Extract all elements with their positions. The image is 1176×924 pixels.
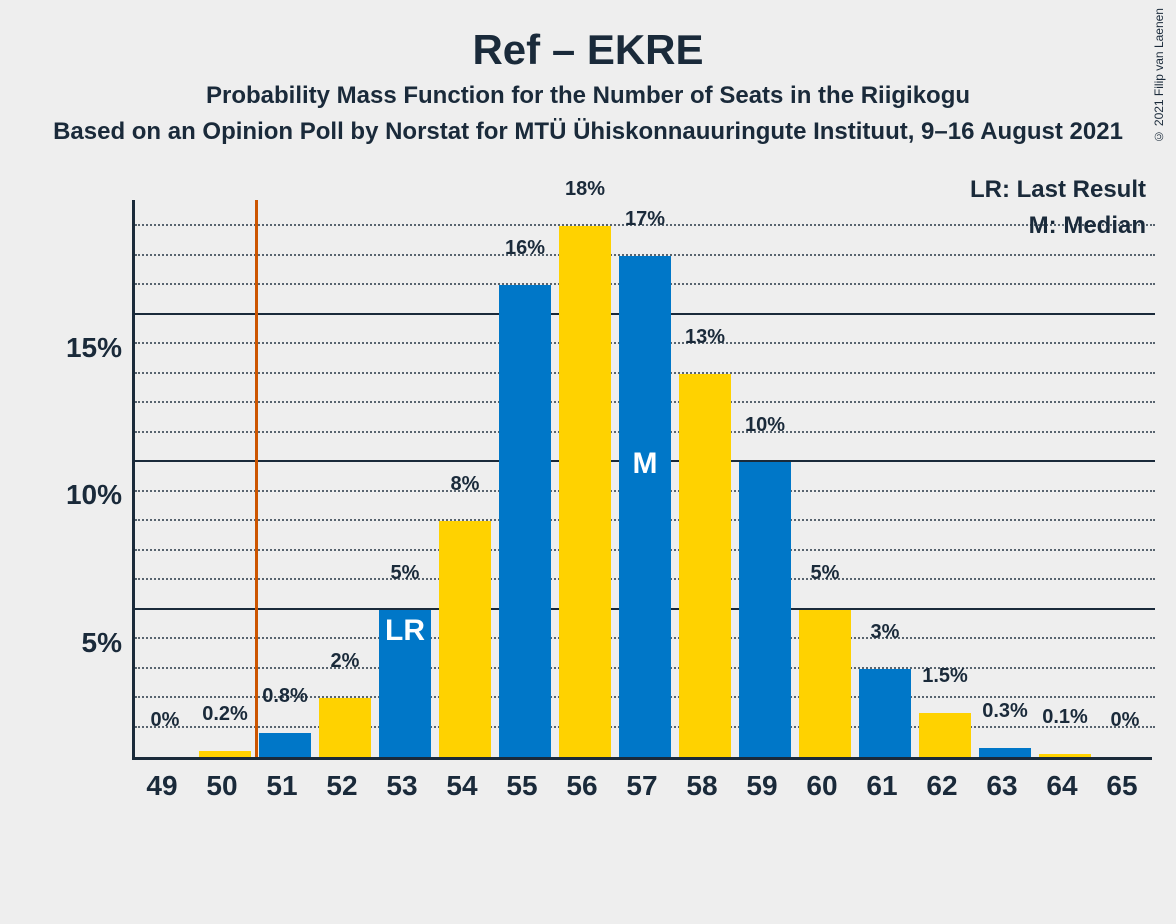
bar-value-label: 1.5%	[922, 665, 968, 688]
lr-reference-line	[255, 200, 258, 757]
x-axis-label: 61	[852, 770, 912, 802]
bar	[439, 521, 491, 757]
chart-title: Ref – EKRE	[0, 0, 1176, 74]
bar	[199, 751, 251, 757]
bar	[499, 285, 551, 757]
bar	[259, 733, 311, 757]
x-axis-label: 49	[132, 770, 192, 802]
x-axis-label: 52	[312, 770, 372, 802]
y-axis-label: 15%	[66, 332, 122, 364]
x-axis-label: 59	[732, 770, 792, 802]
bar-value-label: 10%	[745, 414, 785, 437]
bar	[919, 713, 971, 757]
x-axis-label: 54	[432, 770, 492, 802]
bar-value-label: 0.2%	[202, 703, 248, 726]
bar-value-label: 0%	[151, 709, 180, 732]
x-axis-label: 50	[192, 770, 252, 802]
x-axis-label: 62	[912, 770, 972, 802]
bar-value-label: 0.8%	[262, 685, 308, 708]
median-marker-text: M	[633, 447, 658, 481]
lr-marker-text: LR	[385, 614, 425, 648]
x-axis-label: 58	[672, 770, 732, 802]
bar	[619, 256, 671, 757]
bar-value-label: 13%	[685, 326, 725, 349]
x-axis-label: 64	[1032, 770, 1092, 802]
bar	[1039, 754, 1091, 757]
bar	[799, 610, 851, 757]
bar	[559, 226, 611, 757]
chart-subtitle-2: Based on an Opinion Poll by Norstat for …	[0, 118, 1176, 146]
x-axis-label: 53	[372, 770, 432, 802]
bar-value-label: 0.3%	[982, 700, 1028, 723]
y-axis-label: 5%	[82, 627, 122, 659]
bar	[979, 748, 1031, 757]
x-axis-label: 63	[972, 770, 1032, 802]
chart-container: LR: Last Result M: Median 0%0.2%0.8%2%5%…	[132, 200, 1152, 808]
bar-value-label: 5%	[811, 562, 840, 585]
x-axis-label: 65	[1092, 770, 1152, 802]
bar-value-label: 18%	[565, 178, 605, 201]
bar-value-label: 0.1%	[1042, 706, 1088, 729]
bar-value-label: 3%	[871, 621, 900, 644]
bar-value-label: 0%	[1111, 709, 1140, 732]
x-axis-label: 57	[612, 770, 672, 802]
x-axis-label: 51	[252, 770, 312, 802]
x-axis-label: 56	[552, 770, 612, 802]
bar	[679, 374, 731, 757]
bar-value-label: 16%	[505, 237, 545, 260]
chart-subtitle: Probability Mass Function for the Number…	[0, 82, 1176, 110]
bar-value-label: 5%	[391, 562, 420, 585]
bar	[739, 462, 791, 757]
bar	[319, 698, 371, 757]
plot-area: 0%0.2%0.8%2%5%8%16%18%17%13%10%5%3%1.5%0…	[132, 200, 1152, 760]
copyright-text: © 2021 Filip van Laenen	[1152, 8, 1166, 143]
bar	[859, 669, 911, 757]
x-axis-label: 55	[492, 770, 552, 802]
x-axis-label: 60	[792, 770, 852, 802]
bar-value-label: 17%	[625, 208, 665, 231]
bar-value-label: 2%	[331, 650, 360, 673]
y-axis-label: 10%	[66, 479, 122, 511]
bar-value-label: 8%	[451, 473, 480, 496]
